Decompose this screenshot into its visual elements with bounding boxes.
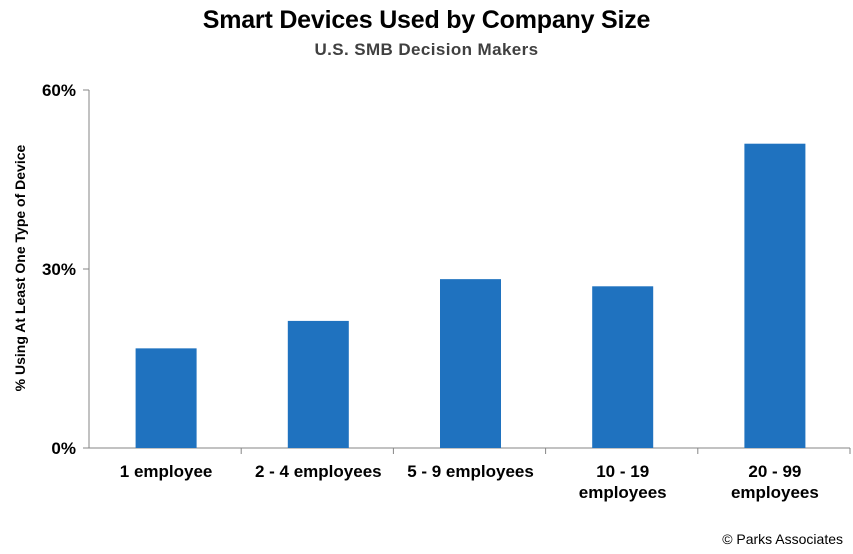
chart-title: Smart Devices Used by Company Size — [202, 6, 651, 34]
x-tick-label: 20 - 99 — [748, 462, 801, 481]
bar — [592, 286, 654, 448]
x-tick-label: 10 - 19 — [596, 462, 649, 481]
copyright-text: © Parks Associates — [722, 531, 843, 547]
bar — [744, 143, 806, 448]
x-tick-label: employees — [731, 483, 819, 502]
y-tick-label: 0% — [51, 439, 76, 458]
y-tick-label: 30% — [42, 260, 76, 279]
y-tick-label: 60% — [42, 81, 76, 100]
x-tick-label: 2 - 4 employees — [255, 462, 382, 481]
chart-subtitle: U.S. SMB Decision Makers — [314, 40, 539, 59]
bar — [135, 348, 197, 448]
x-tick-label: 1 employee — [120, 462, 213, 481]
bar — [287, 320, 349, 448]
x-tick-label: employees — [579, 483, 667, 502]
x-tick-label: 5 - 9 employees — [407, 462, 534, 481]
bar — [440, 279, 501, 448]
